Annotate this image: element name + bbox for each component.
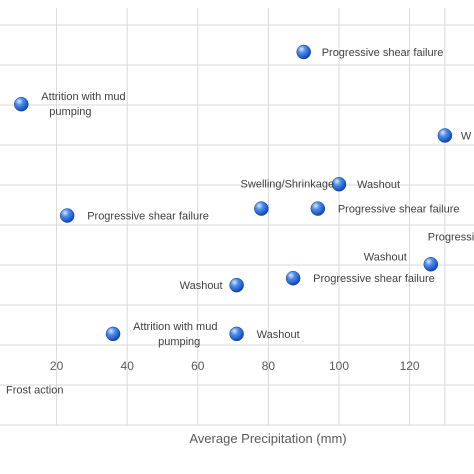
point-label: Frost action <box>6 385 63 397</box>
point-label: Washout <box>257 329 300 341</box>
data-point-marker <box>285 270 301 286</box>
data-point-marker <box>229 277 244 293</box>
data-point-marker <box>296 44 311 60</box>
point-label: Attrition with mud pumping <box>133 321 217 348</box>
x-tick-label: 40 <box>121 359 135 373</box>
point-labels: Progressive shear failure Attrition with … <box>6 47 474 397</box>
gridlines <box>0 8 474 426</box>
point-label: W <box>461 131 472 143</box>
x-axis-label: Average Precipitation (mm) <box>189 431 346 446</box>
data-point-marker <box>437 128 453 143</box>
point-label: Washout <box>180 280 223 292</box>
x-tick-label: 120 <box>400 359 420 373</box>
x-tick-label: 100 <box>329 359 349 373</box>
data-point-marker <box>423 257 439 272</box>
x-tick-label: 80 <box>262 359 276 373</box>
data-point-marker <box>105 326 121 342</box>
point-label: Progressive <box>428 231 474 243</box>
data-point-marker <box>331 176 347 192</box>
point-label: Washout <box>357 179 400 191</box>
point-label: Swelling/Shrinkage <box>241 179 335 191</box>
data-point-marker <box>229 326 244 342</box>
data-points <box>14 44 453 342</box>
data-point-marker <box>310 201 326 216</box>
point-label: Progressive shear failure <box>322 47 444 59</box>
x-tick-label: 20 <box>50 359 64 373</box>
x-axis-ticks: 20 40 60 80 100 120 <box>50 359 420 373</box>
data-point-marker <box>14 96 29 112</box>
point-label: Attrition with mud pumping <box>41 91 125 118</box>
point-label: Progressive shear failure <box>87 211 209 223</box>
data-point-marker <box>254 201 269 216</box>
point-label: Washout <box>364 251 407 263</box>
x-tick-label: 60 <box>191 359 205 373</box>
point-label: Progressive shear failure <box>338 204 460 216</box>
data-point-marker <box>59 208 75 223</box>
point-label: Progressive shear failure <box>313 273 435 285</box>
